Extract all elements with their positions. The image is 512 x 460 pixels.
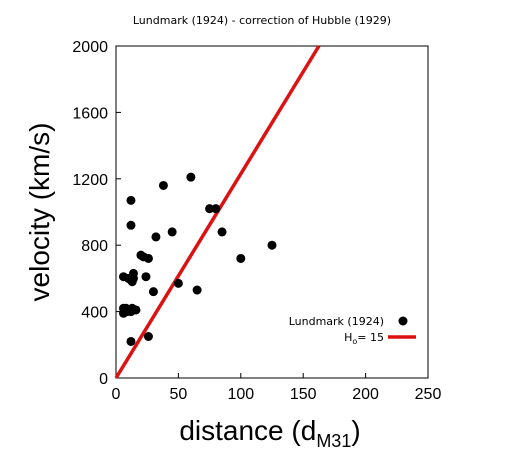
legend-label-line: Ho= 15 — [344, 331, 384, 346]
x-tick-label: 0 — [112, 386, 121, 403]
axis-ticks: 0 50 100 150 200 250 0 400 800 1200 1600 2000 — [72, 39, 441, 403]
data-point — [141, 272, 151, 282]
x-tick-label: 250 — [415, 386, 442, 403]
y-tick-label: 1600 — [72, 105, 108, 122]
data-point — [148, 287, 158, 297]
y-tick-label: 400 — [81, 305, 108, 322]
data-point — [128, 268, 138, 278]
y-tick-label: 2000 — [72, 39, 108, 56]
x-axis-label-main: distance (d — [179, 415, 316, 446]
y-tick-label: 0 — [99, 371, 108, 388]
data-point — [173, 278, 183, 288]
data-point — [143, 332, 153, 341]
data-points — [118, 172, 277, 346]
legend-line-suffix: = 15 — [357, 331, 384, 344]
legend-label-points: Lundmark (1924) — [289, 315, 384, 328]
data-point — [151, 232, 161, 242]
data-point — [126, 336, 136, 346]
x-tick-label: 200 — [352, 386, 379, 403]
data-point — [158, 180, 168, 190]
data-point — [192, 285, 202, 295]
data-point — [126, 220, 136, 230]
legend: Lundmark (1924) Ho= 15 — [289, 315, 416, 346]
y-tick-label: 800 — [81, 238, 108, 255]
data-point — [186, 172, 196, 182]
data-point — [267, 240, 277, 250]
legend-line-sub: o — [352, 337, 357, 346]
data-point — [217, 227, 227, 237]
data-point — [167, 227, 177, 237]
x-tick-label: 100 — [227, 386, 254, 403]
data-point — [143, 253, 153, 263]
x-tick-label: 50 — [170, 386, 188, 403]
plot-frame — [115, 45, 429, 379]
legend-line-name: H — [344, 331, 352, 344]
x-axis-label-sub: M31 — [316, 431, 351, 451]
data-point — [211, 204, 221, 214]
x-tick-label: 150 — [290, 386, 317, 403]
legend-marker-points — [398, 316, 408, 326]
data-point — [126, 195, 136, 205]
data-point — [236, 253, 246, 263]
y-tick-label: 1200 — [72, 172, 108, 189]
data-point — [131, 305, 141, 315]
x-axis-label: distance (dM31) — [179, 415, 360, 451]
x-axis-label-close: ) — [351, 415, 360, 446]
data-point — [205, 204, 215, 214]
y-axis-label: velocity (km/s) — [24, 123, 55, 302]
chart-title: Lundmark (1924) - correction of Hubble (… — [133, 14, 391, 27]
